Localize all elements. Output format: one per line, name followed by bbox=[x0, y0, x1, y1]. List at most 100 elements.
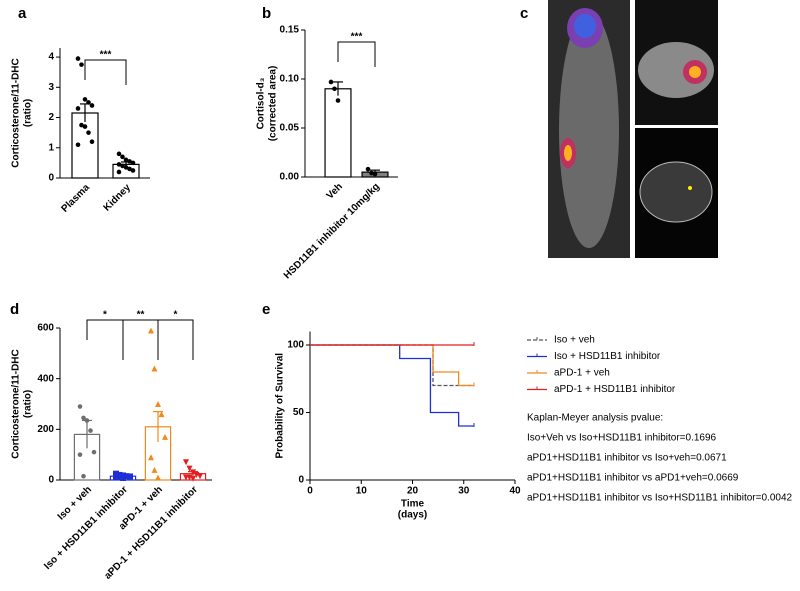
data-point bbox=[155, 474, 161, 481]
significance-label: *** bbox=[100, 50, 112, 61]
survival-line bbox=[310, 344, 474, 387]
data-point bbox=[332, 86, 337, 92]
data-point bbox=[91, 449, 97, 455]
y-tick-label: 200 bbox=[37, 424, 54, 435]
data-point bbox=[123, 165, 129, 170]
x-tick-label: Veh bbox=[325, 181, 345, 201]
data-point bbox=[123, 473, 130, 480]
body-slice bbox=[639, 161, 713, 223]
x-axis-label: Time bbox=[401, 499, 425, 510]
data-point bbox=[113, 473, 119, 480]
data-point bbox=[190, 469, 196, 476]
legend-label: aPD-1 + HSD11B1 inhibitor bbox=[554, 384, 676, 395]
y-axis-label: Probability of Survival bbox=[275, 353, 286, 459]
y-axis-label: (ratio) bbox=[23, 99, 34, 127]
data-point bbox=[127, 166, 132, 172]
y-axis-label: Cortisol-d₃ bbox=[256, 77, 267, 129]
data-point bbox=[79, 62, 84, 67]
panel-label: a bbox=[18, 5, 27, 22]
legend-label: Iso + HSD11B1 inhibitor bbox=[554, 351, 661, 362]
y-tick-label: 100 bbox=[287, 340, 304, 351]
survival-line bbox=[310, 344, 474, 427]
annotation: Iso+Veh vs Iso+HSD11B1 inhibitor=0.1696 bbox=[527, 433, 717, 444]
x-tick-label: Plasma bbox=[59, 182, 92, 215]
y-tick-label: 400 bbox=[37, 373, 54, 384]
x-tick-label: 30 bbox=[458, 486, 470, 497]
data-point bbox=[328, 79, 334, 85]
y-tick-label: 0 bbox=[48, 475, 54, 486]
y-tick-label: 0 bbox=[48, 173, 54, 184]
data-point bbox=[183, 459, 189, 466]
data-point bbox=[89, 103, 95, 108]
x-tick-label: 40 bbox=[509, 486, 521, 497]
data-point bbox=[158, 411, 165, 418]
y-tick-label: 600 bbox=[37, 323, 54, 334]
data-point bbox=[79, 122, 84, 128]
data-point bbox=[123, 157, 129, 163]
significance-label: * bbox=[174, 310, 178, 321]
tumor-core bbox=[564, 145, 572, 161]
panel-label: b bbox=[262, 5, 271, 22]
data-point bbox=[75, 142, 81, 148]
data-point bbox=[82, 124, 88, 129]
annotation: aPD1+HSD11B1 inhibitor vs Iso+HSD11B1 in… bbox=[527, 493, 793, 504]
data-point bbox=[75, 106, 81, 111]
data-point bbox=[81, 415, 86, 421]
data-point bbox=[130, 160, 136, 166]
data-point bbox=[190, 475, 196, 482]
significance-bracket bbox=[122, 319, 159, 360]
data-point bbox=[151, 466, 158, 473]
bar bbox=[324, 88, 352, 178]
panel-label: e bbox=[262, 301, 270, 318]
data-point bbox=[116, 162, 122, 167]
annotation: Kaplan-Meyer analysis pvalue: bbox=[527, 413, 663, 424]
data-point bbox=[116, 169, 122, 175]
y-tick-label: 0.05 bbox=[280, 123, 300, 134]
x-tick-label: Iso + veh bbox=[56, 484, 94, 522]
hotspot-core bbox=[574, 14, 596, 38]
data-point bbox=[372, 171, 378, 177]
y-axis-label: (corrected area) bbox=[268, 66, 279, 142]
y-tick-label: 2 bbox=[48, 112, 54, 123]
y-tick-label: 4 bbox=[48, 52, 54, 63]
data-point bbox=[130, 168, 136, 173]
data-point bbox=[120, 474, 126, 481]
x-tick-label: 0 bbox=[307, 486, 313, 497]
significance-bracket bbox=[157, 319, 194, 360]
significance-label: * bbox=[103, 310, 107, 321]
legend-label: Iso + veh bbox=[554, 335, 595, 346]
y-axis-label: (ratio) bbox=[23, 390, 34, 418]
body bbox=[559, 12, 619, 248]
y-tick-label: 1 bbox=[48, 142, 54, 153]
data-point bbox=[86, 130, 91, 135]
x-tick-label: 10 bbox=[356, 486, 368, 497]
data-point bbox=[151, 365, 158, 372]
y-tick-label: 0 bbox=[298, 475, 304, 486]
survival-line bbox=[310, 344, 474, 387]
data-point bbox=[77, 452, 83, 457]
data-point bbox=[127, 159, 132, 164]
data-point bbox=[162, 433, 168, 440]
significance-bracket bbox=[84, 59, 127, 85]
data-point bbox=[75, 56, 81, 61]
data-point bbox=[116, 474, 123, 481]
data-point bbox=[155, 401, 161, 407]
panel-label: d bbox=[10, 301, 19, 318]
data-point bbox=[186, 465, 193, 472]
data-point bbox=[89, 139, 95, 145]
panel-c-images bbox=[548, 0, 718, 258]
data-point bbox=[113, 470, 119, 477]
annotation: aPD1+HSD11B1 inhibitor vs Iso+veh=0.0671 bbox=[527, 453, 727, 464]
significance-label: *** bbox=[351, 32, 363, 43]
legend-label: aPD-1 + veh bbox=[554, 368, 610, 379]
y-axis-label: Corticosterone/11-DHC bbox=[11, 349, 22, 458]
y-axis-label: Corticosterone/11-DHC bbox=[11, 58, 22, 167]
significance-bracket bbox=[337, 41, 376, 67]
data-point bbox=[84, 418, 90, 423]
data-point bbox=[116, 151, 122, 157]
data-point bbox=[127, 473, 133, 480]
data-point bbox=[148, 454, 154, 461]
y-tick-label: 0.00 bbox=[280, 172, 300, 183]
y-tick-label: 50 bbox=[293, 407, 305, 418]
